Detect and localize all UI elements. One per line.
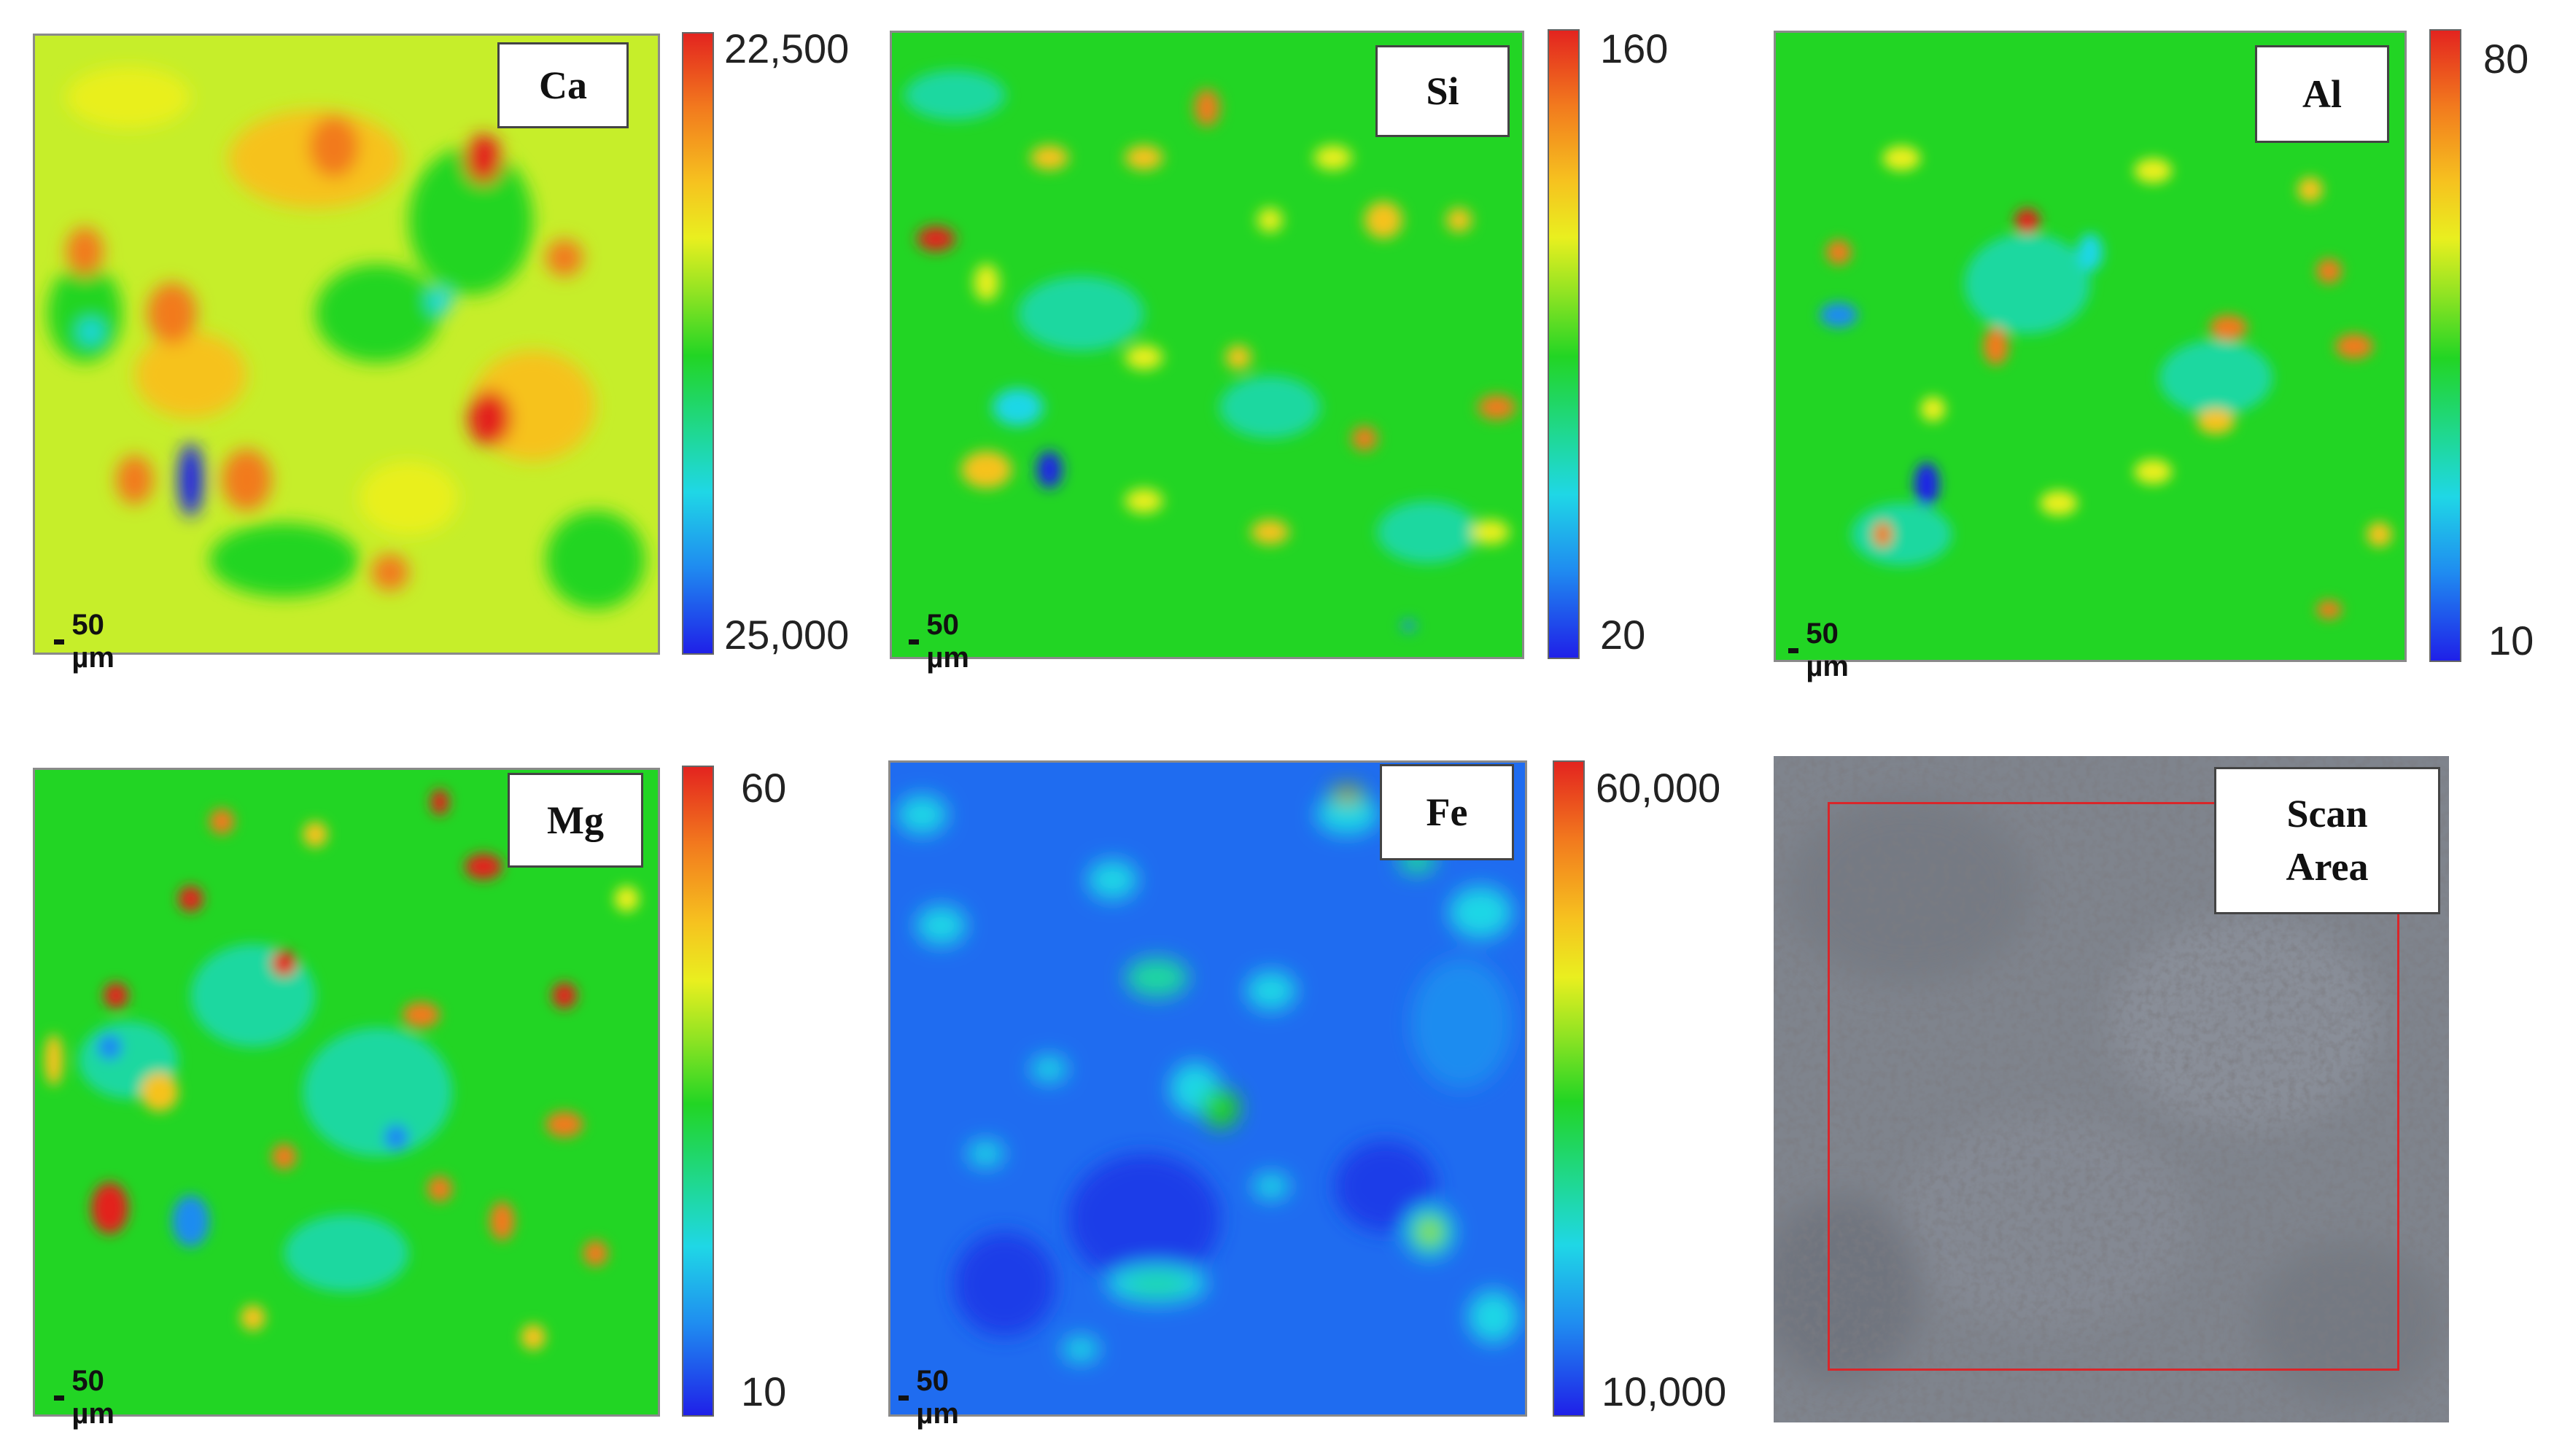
scale-bar-line [898,1395,909,1401]
si-label: Si [1375,45,1510,137]
al-scale-bar: 50 µm [1788,618,1856,683]
al-scale-label: 50 µm [1806,618,1849,682]
ca-scale-label: 50 µm [71,609,114,674]
fe-colorbar [1553,760,1585,1417]
si-max-value: 160 [1600,26,1669,71]
mg-min-value: 10 [741,1369,787,1414]
si-colorbar [1548,29,1580,659]
scan-area-label: Scan Area [2214,767,2440,914]
al-max-value: 80 [2483,36,2529,82]
ca-map [33,34,660,655]
fe-scale-bar: 50 µm [898,1365,966,1430]
mg-map [33,768,660,1417]
fe-max-value: 60,000 [1596,765,1721,811]
al-label: Al [2255,45,2389,143]
al-min-value: 10 [2488,618,2534,663]
ca-scale-bar: 50 µm [54,609,122,674]
scan-area-rectangle [1828,802,2399,1371]
scale-bar-line [909,639,920,645]
mg-scale-label: 50 µm [71,1365,114,1430]
mg-scale-bar: 50 µm [54,1365,122,1430]
ca-label: Ca [497,42,629,128]
scale-bar-line [54,639,65,645]
scan-area-label-line1: Scan [2286,792,2368,836]
mg-label: Mg [508,773,643,868]
mg-colorbar [682,766,714,1417]
si-min-value: 20 [1600,612,1646,658]
fe-label: Fe [1380,764,1514,860]
si-scale-label: 50 µm [926,609,969,674]
fe-scale-label: 50 µm [916,1365,959,1430]
mg-max-value: 60 [741,765,787,811]
si-scale-bar: 50 µm [909,609,977,674]
scale-bar-line [1788,647,1799,653]
scan-area-label-line2: Area [2286,845,2369,889]
fe-min-value: 10,000 [1602,1369,1727,1414]
al-colorbar [2429,29,2461,662]
ca-min-value: 25,000 [724,612,850,658]
fe-map [888,760,1527,1417]
ca-max-value: 22,500 [724,26,850,71]
scale-bar-line [54,1395,65,1401]
ca-colorbar [682,32,714,655]
